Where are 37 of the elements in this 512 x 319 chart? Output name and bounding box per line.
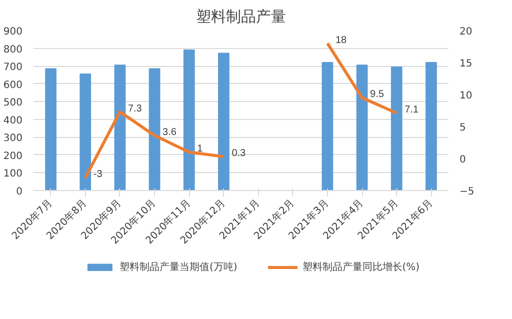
y2-tick-label: −5 [460,186,474,198]
bar [390,66,402,190]
y-tick-label: 0 [16,186,23,198]
bar [114,64,126,190]
bar [183,50,195,190]
y-tick-label: 100 [3,168,23,180]
y-tick-label: 700 [3,62,23,74]
y-tick-label: 600 [3,80,23,91]
y-tick-label: 300 [3,133,23,144]
data-label: -3 [93,169,103,180]
data-label: 9.5 [370,89,384,100]
y-tick-label: 400 [3,115,23,126]
bar [148,68,160,190]
data-label: 0.3 [232,148,246,160]
y-tick-label: 500 [3,98,23,109]
bar [80,74,92,190]
bar [426,62,437,190]
bar [356,64,368,190]
data-label: 1 [197,144,204,155]
y2-tick-label: 5 [460,122,466,134]
y2-tick-label: 15 [460,58,472,70]
y2-tick-label: 0 [460,154,466,166]
bar [322,62,334,190]
data-label: 3.6 [162,126,177,138]
legend-label: 塑料制品产量当期值(万吨) [119,260,238,274]
bar [45,68,56,190]
data-label: 7.3 [128,103,142,114]
y2-tick-label: 10 [460,90,472,102]
y2-tick-label: 20 [460,26,472,38]
y-tick-label: 800 [3,44,23,56]
data-label: 18 [335,34,348,46]
bar [218,52,230,190]
legend-label: 塑料制品产量同比增长(%) [302,260,420,274]
data-label: 7.1 [404,104,419,116]
y-tick-label: 900 [3,26,23,38]
chart-title: 塑料制品产量 [196,8,286,26]
y-tick-label: 200 [3,150,23,162]
